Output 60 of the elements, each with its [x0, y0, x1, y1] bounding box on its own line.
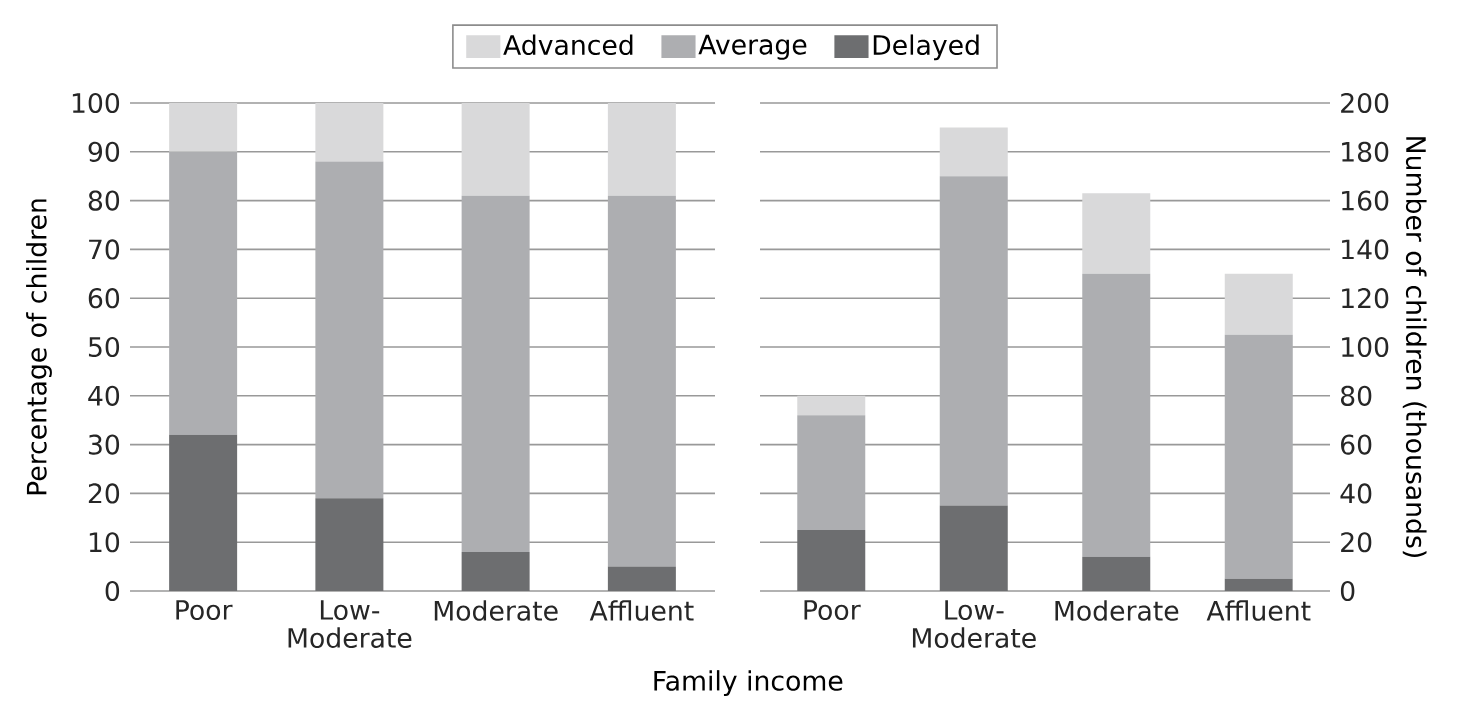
bar: [315, 498, 384, 591]
y-tick-label: 20: [1341, 532, 1372, 553]
legend-label: Advanced: [503, 34, 633, 56]
y-tick-label: 10: [89, 532, 120, 553]
y-tick-label: 90: [88, 141, 120, 162]
x-tick-label: Moderate: [1055, 600, 1179, 621]
bar: [1082, 556, 1151, 591]
bar: [607, 195, 676, 567]
x-tick-label: Moderate: [434, 600, 558, 621]
y-tick-label: 180: [1342, 141, 1389, 162]
bar: [169, 103, 238, 152]
y-tick-label: 70: [89, 239, 120, 260]
y-tick-label: 80: [88, 190, 120, 211]
bar: [461, 195, 530, 552]
bar: [797, 395, 866, 416]
bar: [461, 551, 530, 591]
y-tick-label: 50: [88, 336, 120, 358]
bar: [461, 103, 530, 196]
y-tick-label: 20: [88, 483, 120, 504]
y-tick-label: 80: [1340, 385, 1372, 406]
y-tick-label: 120: [1342, 288, 1389, 309]
bar: [1082, 273, 1151, 557]
bar: [315, 103, 384, 162]
legend-label: Delayed: [873, 34, 979, 61]
y-tick-label: 0: [105, 580, 120, 602]
x-tick-label: Low-Moderate: [912, 600, 1036, 648]
y-tick-label: 140: [1342, 239, 1389, 260]
y-axis-title: Number of children (thousands): [1402, 137, 1427, 558]
y-tick-label: 60: [1341, 434, 1372, 455]
x-tick-label: Low-Moderate: [288, 600, 412, 648]
y-tick-label: 40: [1340, 483, 1372, 504]
x-tick-label: Affluent: [1206, 600, 1311, 621]
bar: [797, 415, 866, 530]
y-tick-label: 160: [1342, 190, 1389, 211]
bar: [939, 505, 1008, 591]
x-axis-title: Family income: [654, 670, 843, 696]
y-tick-label: 30: [88, 434, 120, 455]
x-tick-label: Poor: [176, 600, 233, 620]
x-tick-label: Poor: [804, 600, 861, 620]
bar: [607, 103, 676, 196]
y-tick-label: 60: [88, 288, 120, 309]
bar: [315, 161, 384, 499]
y-tick-label: 100: [72, 92, 120, 114]
bar: [1224, 273, 1293, 335]
bar: [169, 151, 238, 435]
bar: [797, 530, 866, 591]
bar: [607, 566, 676, 591]
bar: [1224, 578, 1293, 591]
y-tick-label: 200: [1341, 92, 1389, 114]
bar: [939, 176, 1008, 506]
y-tick-label: 40: [88, 385, 120, 406]
y-tick-label: 0: [1340, 580, 1355, 602]
y-tick-label: 100: [1342, 336, 1389, 358]
x-tick-label: Affluent: [589, 600, 694, 621]
y-axis-title: Percentage of children: [26, 199, 52, 495]
bar: [1082, 193, 1151, 274]
bar: [169, 434, 238, 591]
legend-label: Average: [698, 34, 807, 60]
bar: [939, 127, 1008, 177]
bar: [1224, 334, 1293, 579]
